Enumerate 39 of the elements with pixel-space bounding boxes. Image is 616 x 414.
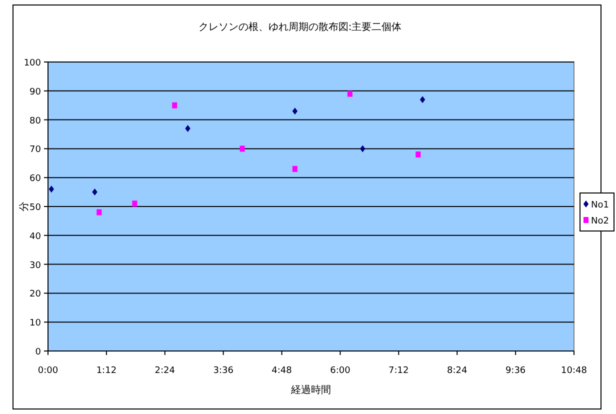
point bbox=[360, 145, 366, 152]
x-tick-label: 7:12 bbox=[388, 366, 409, 376]
y-tick-label: 0 bbox=[35, 348, 42, 358]
y-tick-label: 30 bbox=[30, 260, 42, 271]
point bbox=[347, 90, 352, 97]
point bbox=[292, 108, 298, 115]
y-tick-label: 70 bbox=[30, 145, 42, 156]
y-tick-label: 90 bbox=[30, 87, 42, 98]
point bbox=[185, 124, 190, 132]
point bbox=[416, 151, 421, 158]
y-tick-label: 40 bbox=[30, 232, 42, 242]
point bbox=[48, 186, 54, 193]
y-tick-label: 100 bbox=[24, 58, 42, 68]
x-tick-label: 6:00 bbox=[330, 366, 351, 376]
x-tick-label: 4:48 bbox=[272, 366, 292, 376]
y-tick-label: 10 bbox=[30, 318, 42, 329]
y-tick-label: 50 bbox=[30, 203, 42, 213]
y-tick-label: 80 bbox=[30, 116, 42, 126]
legend-label: No1 bbox=[591, 200, 609, 210]
chart-title: クレソンの根、ゆれ周期の散布図:主要二個体 bbox=[198, 21, 402, 33]
point bbox=[92, 188, 98, 196]
x-tick-label: 3:36 bbox=[213, 366, 234, 376]
point bbox=[96, 209, 102, 216]
x-axis-title: 経過時間 bbox=[290, 384, 331, 396]
point bbox=[132, 200, 138, 207]
y-tick-label: 60 bbox=[30, 174, 42, 184]
point bbox=[292, 166, 298, 172]
point bbox=[172, 102, 178, 108]
x-tick-label: 0:00 bbox=[38, 366, 58, 376]
x-tick-label: 9:36 bbox=[505, 366, 526, 376]
y-tick-label: 20 bbox=[30, 290, 42, 300]
x-tick-label: 2:24 bbox=[154, 366, 176, 376]
x-tick-label: 1:12 bbox=[96, 366, 117, 376]
x-tick-label: 10:48 bbox=[561, 366, 588, 376]
y-axis-title: 分 bbox=[18, 202, 30, 212]
legend-label: No2 bbox=[591, 216, 609, 226]
point bbox=[240, 146, 245, 152]
point bbox=[420, 96, 426, 104]
x-tick-label: 8:24 bbox=[447, 366, 468, 376]
